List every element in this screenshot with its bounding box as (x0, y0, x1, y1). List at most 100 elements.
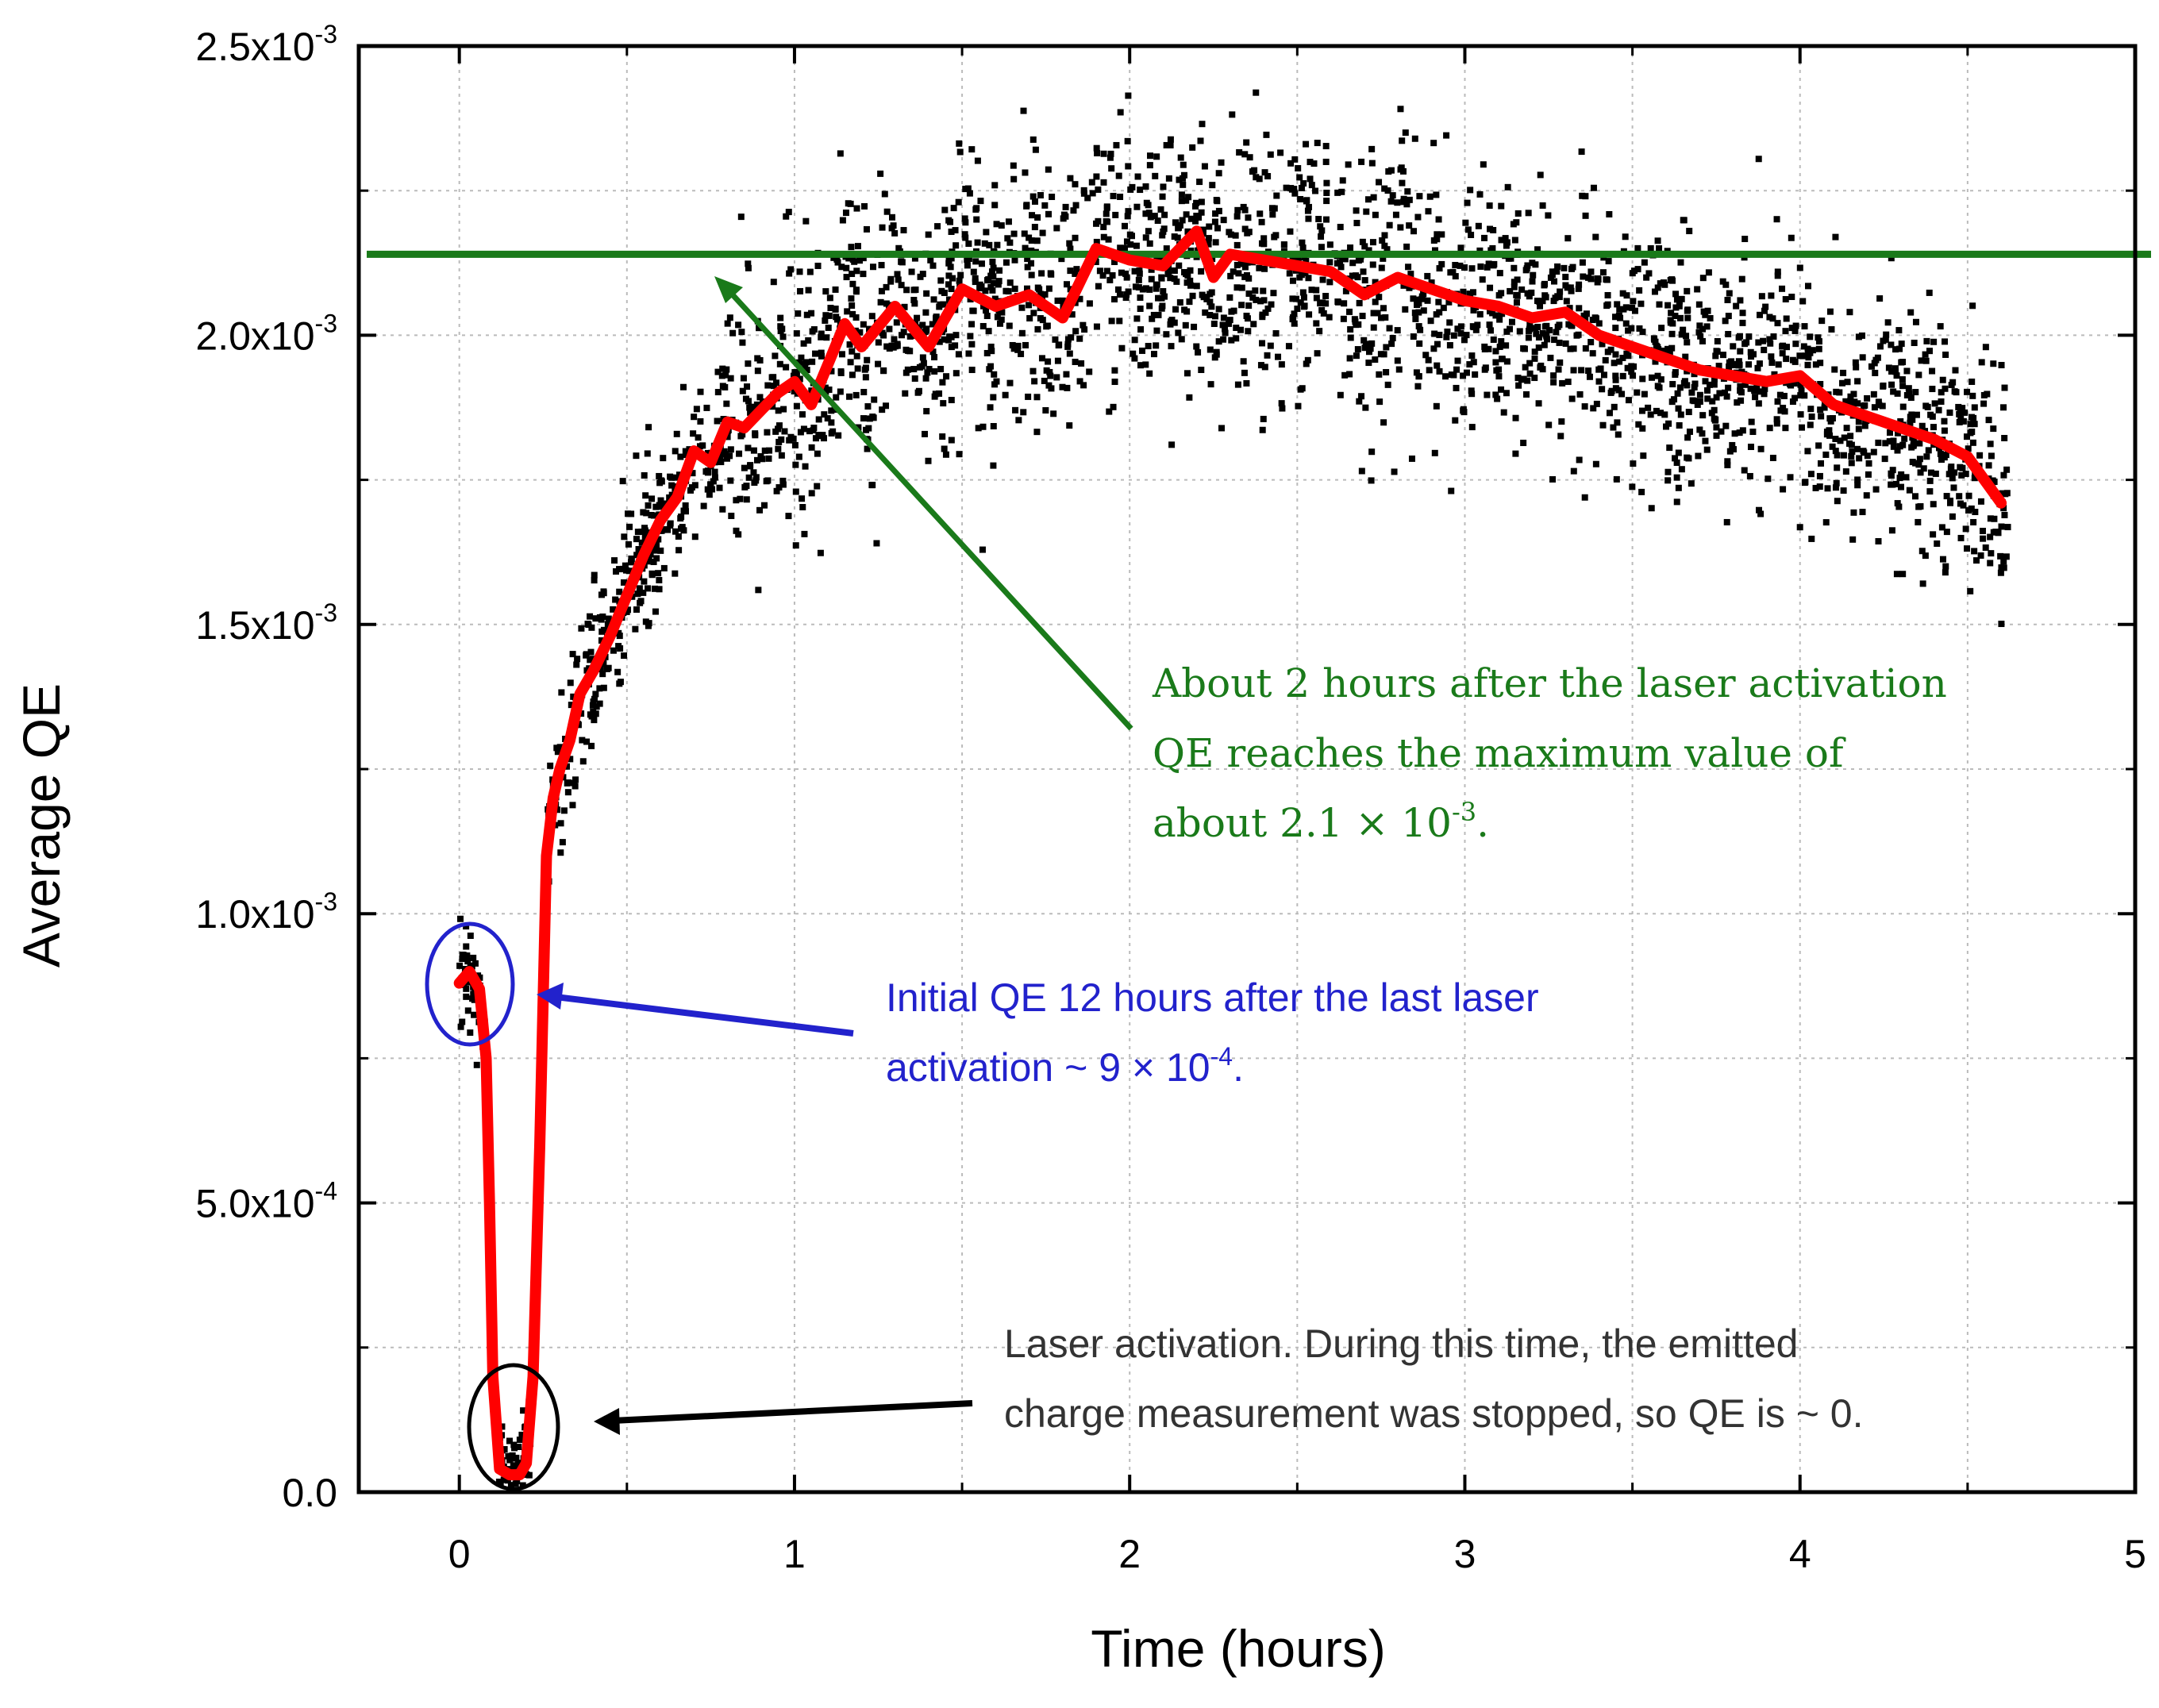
scatter-point (1997, 569, 2004, 576)
scatter-point (1957, 500, 1964, 507)
scatter-point (1397, 166, 1404, 173)
scatter-point (908, 268, 915, 275)
scatter-point (1535, 344, 1542, 352)
scatter-point (1436, 265, 1443, 272)
scatter-point (948, 437, 955, 444)
scatter-point (1736, 361, 1743, 368)
scatter-point (709, 486, 716, 493)
scatter-point (1768, 359, 1776, 366)
scatter-point (1034, 214, 1041, 221)
scatter-point (1448, 371, 1455, 379)
scatter-point (1885, 364, 1892, 371)
scatter-point (1817, 406, 1824, 414)
scatter-point (1054, 297, 1061, 304)
scatter-point (775, 422, 783, 429)
scatter-point (1801, 479, 1808, 487)
scatter-point (1686, 428, 1693, 435)
scatter-point (754, 355, 761, 362)
scatter-point (722, 371, 729, 379)
scatter-point (1389, 192, 1396, 199)
scatter-point (1699, 275, 1707, 282)
scatter-point (1641, 390, 1648, 398)
scatter-point (1669, 381, 1676, 388)
scatter-point (1853, 445, 1861, 452)
scatter-point (799, 504, 806, 511)
scatter-point (1787, 474, 1794, 481)
scatter-point (1773, 216, 1780, 223)
scatter-point (617, 645, 624, 652)
scatter-point (1581, 494, 1588, 501)
scatter-point (1754, 364, 1761, 371)
scatter-point (1745, 361, 1753, 368)
scatter-point (1581, 403, 1588, 410)
scatter-point (1980, 400, 1988, 407)
scatter-point (1699, 325, 1707, 333)
scatter-point (1191, 202, 1199, 210)
x-tick-label: 3 (1454, 1532, 1476, 1576)
scatter-point (1668, 344, 1676, 352)
scatter-point (1064, 384, 1071, 391)
scatter-point (729, 329, 737, 337)
scatter-point (1913, 411, 1920, 418)
scatter-point (1511, 264, 1518, 271)
scatter-point (1030, 310, 1037, 317)
scatter-point (1926, 488, 1934, 495)
scatter-point (1888, 341, 1895, 348)
scatter-point (761, 502, 768, 509)
scatter-point (1539, 329, 1546, 337)
scatter-point (1399, 179, 1406, 187)
scatter-point (1841, 434, 1848, 441)
scatter-point (1641, 259, 1648, 266)
scatter-point (990, 264, 997, 271)
scatter-point (1392, 211, 1399, 218)
scatter-point (1005, 218, 1012, 225)
scatter-point (653, 541, 660, 548)
scatter-point (1072, 181, 1079, 188)
scatter-point (1568, 287, 1575, 294)
scatter-point (1472, 326, 1480, 333)
scatter-point (1134, 173, 1141, 180)
scatter-point (786, 270, 793, 277)
scatter-point (1755, 339, 1762, 346)
scatter-point (1054, 357, 1061, 364)
scatter-point (1356, 398, 1363, 405)
scatter-point (1032, 146, 1039, 153)
scatter-point (983, 229, 990, 236)
scatter-point (1650, 335, 1657, 342)
scatter-point (645, 555, 652, 562)
scatter-point (1716, 390, 1723, 397)
scatter-point (1694, 286, 1701, 293)
scatter-point (1532, 261, 1539, 268)
scatter-point (1844, 379, 1851, 386)
scatter-point (1468, 390, 1476, 398)
scatter-point (1695, 301, 1703, 308)
scatter-point (1066, 422, 1073, 429)
scatter-point (1208, 289, 1215, 296)
scatter-point (1898, 471, 1905, 478)
scatter-point (1725, 313, 1732, 320)
scatter-point (991, 202, 999, 209)
scatter-point (1796, 264, 1803, 271)
scatter-point (1305, 275, 1312, 282)
scatter-point (1002, 391, 1009, 398)
scatter-point (1549, 271, 1556, 278)
scatter-point (1638, 488, 1645, 495)
scatter-point (710, 478, 717, 485)
scatter-point (1415, 300, 1422, 307)
scatter-point (1313, 287, 1320, 294)
scatter-point (1713, 394, 1720, 401)
scatter-point (846, 393, 853, 400)
y-tick-label: 1.0x10-3 (195, 887, 337, 937)
scatter-point (1833, 479, 1840, 487)
y-tick-label: 2.5x10-3 (195, 20, 337, 69)
scatter-point (611, 557, 618, 564)
scatter-point (1103, 217, 1110, 225)
scatter-point (1971, 404, 1978, 411)
scatter-point (1918, 357, 1925, 364)
scatter-point (1595, 320, 1603, 327)
scatter-point (1233, 261, 1241, 268)
scatter-point (1675, 405, 1682, 412)
scatter-point (456, 962, 464, 969)
green-line3-pre: about 2.1 × 10 (1153, 800, 1452, 846)
scatter-point (1472, 371, 1479, 378)
